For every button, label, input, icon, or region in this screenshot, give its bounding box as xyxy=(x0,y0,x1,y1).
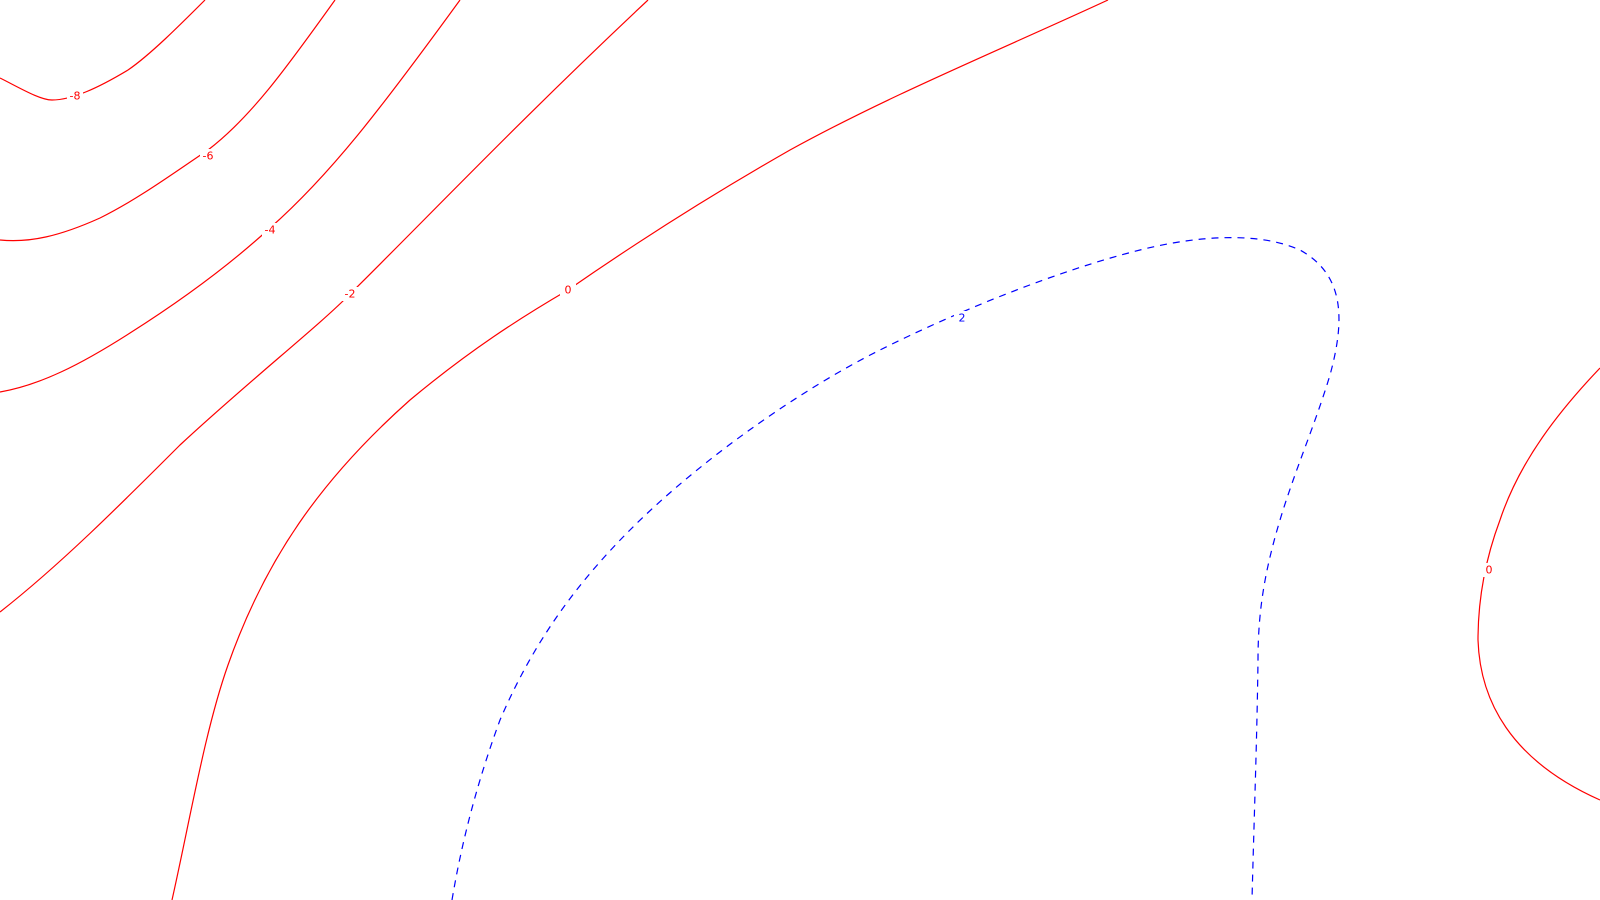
contour-label-gap-m4 xyxy=(262,223,278,237)
contour-label-gap-m6 xyxy=(200,149,216,163)
contour-line-m2 xyxy=(0,0,649,613)
contour-labels: -8 -6 -4 -2 0 2 0 xyxy=(67,89,1497,577)
contour-label-gap-z0a xyxy=(560,283,576,297)
contour-line-p2 xyxy=(451,237,1340,900)
contour-label-m8: -8 xyxy=(70,90,81,103)
contour-label-gap-m8 xyxy=(67,89,83,103)
contour-line-m4 xyxy=(0,0,461,393)
contour-label-m6: -6 xyxy=(203,150,214,163)
contour-label-gap-p2 xyxy=(954,311,970,325)
contour-label-z0a: 0 xyxy=(565,284,572,297)
contour-label-z0b: 0 xyxy=(1486,564,1493,577)
contour-line-m8 xyxy=(0,0,206,101)
contour-label-m4: -4 xyxy=(265,224,276,237)
contour-line-z0b xyxy=(1477,367,1600,801)
contour-label-gap-m2 xyxy=(342,287,358,301)
contour-label-p2: 2 xyxy=(959,312,966,325)
contour-line-m6 xyxy=(0,0,336,242)
contour-line-z0a xyxy=(171,0,1109,900)
contour-label-m2: -2 xyxy=(345,288,356,301)
contour-label-gap-z0b xyxy=(1481,563,1497,577)
